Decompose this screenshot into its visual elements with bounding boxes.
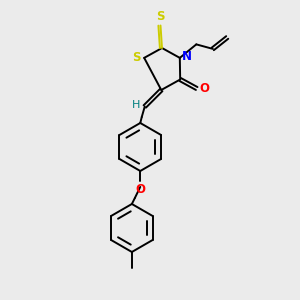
Text: O: O (199, 82, 209, 95)
Text: S: S (156, 10, 165, 23)
Text: H: H (132, 100, 140, 110)
Text: S: S (132, 51, 141, 64)
Text: N: N (182, 50, 192, 63)
Text: O: O (135, 183, 145, 196)
